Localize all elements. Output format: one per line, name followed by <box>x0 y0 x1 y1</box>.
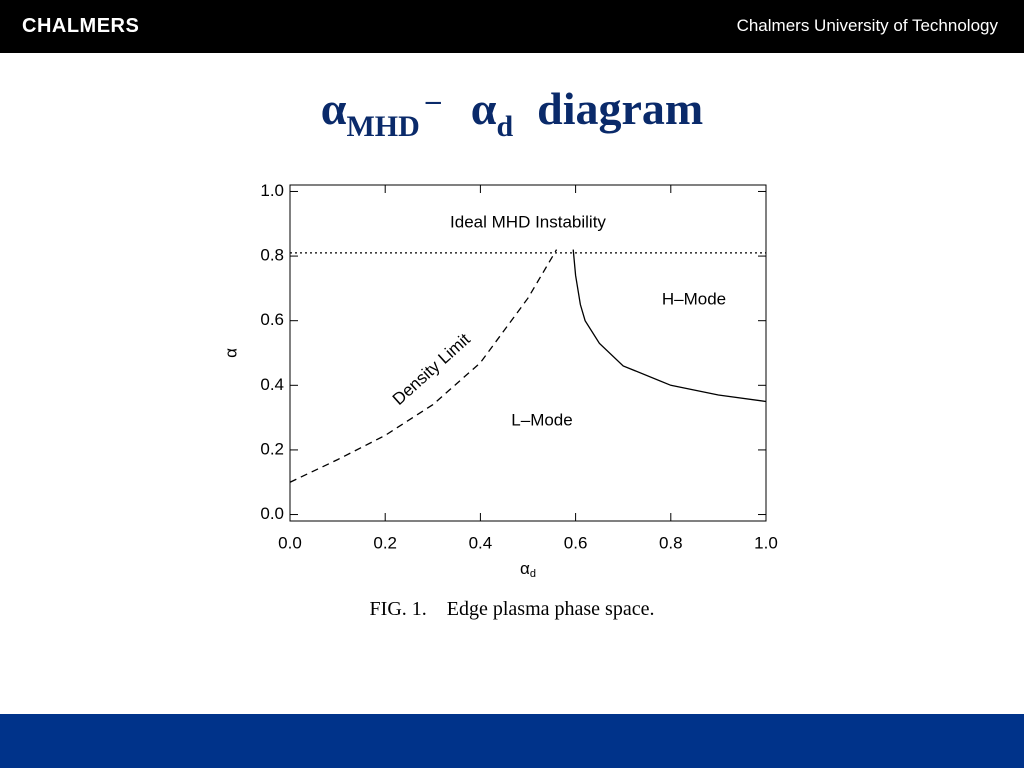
x-tick-label: 0.4 <box>469 533 493 552</box>
institution: Chalmers University of Technology <box>736 16 998 35</box>
title-part: MHD <box>346 110 420 143</box>
annotation: H–Mode <box>662 289 726 308</box>
title-part: diagram <box>537 83 704 134</box>
annotation: L–Mode <box>511 410 572 429</box>
title-part: α <box>470 83 497 134</box>
series-line <box>572 249 767 403</box>
y-axis-label: α <box>221 348 240 358</box>
series-line <box>289 249 558 483</box>
logo: CHALMERS <box>22 15 140 37</box>
x-axis-label: αd <box>520 559 536 579</box>
plot-frame <box>289 184 767 522</box>
x-tick-label: 1.0 <box>754 533 778 552</box>
title-part: α <box>320 83 347 134</box>
title-part: d <box>496 110 514 143</box>
y-tick-label: 0.6 <box>260 310 284 329</box>
y-tick-label: 1.0 <box>260 181 284 200</box>
x-tick-label: 0.8 <box>659 533 683 552</box>
x-tick-label: 0.0 <box>278 533 302 552</box>
series-label: Density Limit <box>389 329 474 408</box>
x-axis-label-sub: d <box>530 568 536 580</box>
slide-title: αMHD– αd diagram <box>0 82 1024 144</box>
y-tick-label: 0.8 <box>260 246 284 265</box>
header-bar: CHALMERS Chalmers University of Technolo… <box>0 0 1024 53</box>
caption: FIG. 1. Edge plasma phase space. <box>369 598 655 620</box>
y-tick-label: 0.4 <box>260 375 284 394</box>
x-tick-label: 0.2 <box>373 533 397 552</box>
x-tick-label: 0.6 <box>564 533 588 552</box>
footer-bar <box>0 714 1024 768</box>
title-part: – <box>425 84 441 117</box>
y-tick-label: 0.2 <box>260 439 284 458</box>
y-tick-label: 0.0 <box>260 504 284 523</box>
x-axis-label-text: α <box>520 559 530 578</box>
annotation: Ideal MHD Instability <box>450 212 606 231</box>
